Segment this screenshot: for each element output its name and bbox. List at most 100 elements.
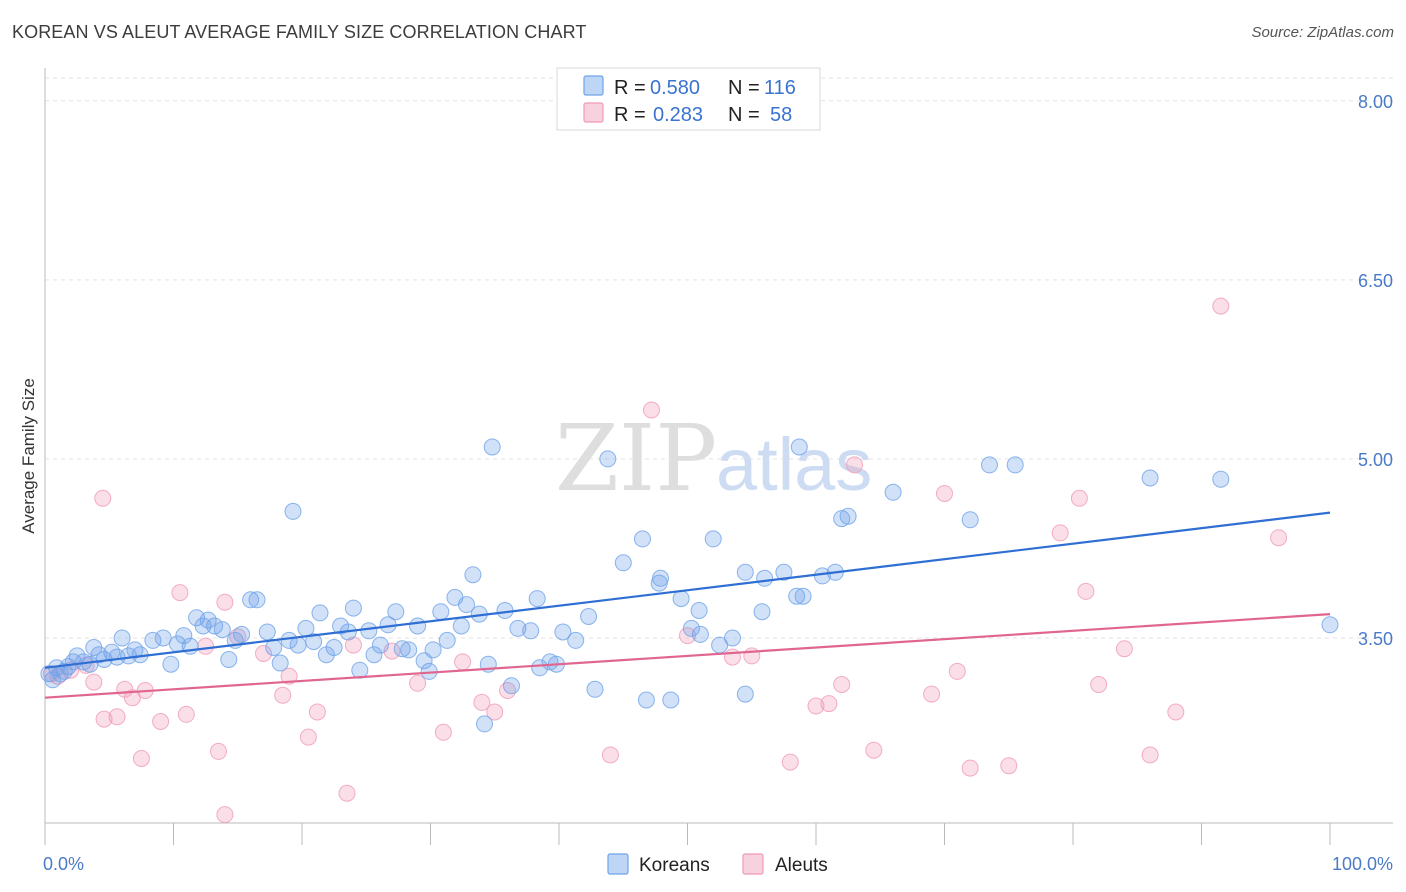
- legend-r-label-koreans: R =: [614, 77, 646, 99]
- korean-point: [662, 691, 680, 709]
- korean-point: [113, 629, 131, 647]
- chart-source: Source: ZipAtlas.com: [1251, 24, 1394, 41]
- korean-point: [344, 599, 362, 617]
- aleut-point: [473, 693, 491, 711]
- korean-point: [753, 603, 771, 621]
- aleut-point: [85, 673, 103, 691]
- korean-point: [258, 623, 276, 641]
- watermark-zip: ZIP: [555, 405, 717, 512]
- koreans-trend-line: [44, 511, 1331, 669]
- aleut-point: [486, 703, 504, 721]
- aleut-point: [1090, 676, 1108, 693]
- aleut-point: [434, 723, 452, 741]
- legend-n-label-aleuts: N =: [728, 104, 760, 126]
- korean-point: [154, 629, 172, 647]
- korean-point: [1212, 470, 1230, 488]
- korean-point: [400, 641, 418, 659]
- aleut-point: [210, 742, 227, 760]
- korean-point: [360, 622, 378, 640]
- korean-point: [424, 641, 442, 659]
- aleuts-trend-line: [44, 613, 1331, 699]
- x-tick-label-end: 100.0%: [1332, 854, 1393, 874]
- aleut-point: [108, 708, 126, 726]
- aleut-point: [344, 636, 362, 654]
- aleut-point: [643, 401, 660, 419]
- korean-point: [690, 602, 708, 619]
- korean-point: [682, 619, 700, 637]
- korean-point: [736, 563, 754, 581]
- korean-point: [242, 591, 260, 609]
- aleut-point: [197, 637, 215, 655]
- y-tick-label: 3.50: [1358, 629, 1393, 649]
- x-tick-labels: 0.0% 100.0%: [43, 854, 1393, 874]
- korean-point: [393, 640, 411, 658]
- legend-n-label-koreans: N =: [728, 77, 760, 99]
- korean-point: [884, 483, 902, 501]
- korean-point: [833, 510, 851, 528]
- korean-point: [325, 639, 343, 656]
- aleut-point: [216, 806, 234, 824]
- korean-point: [634, 530, 651, 548]
- korean-point: [528, 590, 546, 608]
- korean-point: [175, 627, 193, 645]
- korean-point: [981, 456, 998, 474]
- y-axis-label: Average Family Size: [19, 378, 38, 534]
- aleut-point: [280, 667, 298, 685]
- y-tick-label: 6.50: [1358, 271, 1393, 291]
- korean-point: [586, 680, 604, 698]
- y-tick-label: 5.00: [1358, 450, 1393, 470]
- korean-point: [672, 590, 690, 608]
- gridlines: [45, 77, 1393, 639]
- aleuts-points: [42, 297, 1288, 824]
- korean-point: [311, 604, 329, 622]
- legend-box: [556, 67, 821, 131]
- aleut-point: [833, 676, 851, 693]
- korean-point: [220, 651, 238, 668]
- aleut-point: [338, 784, 356, 802]
- legend-r-label-aleuts: R =: [614, 104, 646, 126]
- korean-point: [233, 625, 251, 643]
- aleut-point: [409, 674, 427, 692]
- aleut-point: [820, 695, 838, 713]
- korean-point: [756, 569, 774, 587]
- korean-point: [1321, 616, 1339, 634]
- korean-point: [554, 623, 572, 641]
- aleut-point: [216, 593, 234, 611]
- aleut-point: [1051, 524, 1069, 542]
- korean-point: [289, 636, 307, 654]
- aleut-point: [299, 728, 317, 746]
- aleut-point: [177, 705, 195, 723]
- korean-point: [464, 566, 482, 584]
- aleut-point: [865, 741, 883, 759]
- korean-point: [458, 596, 475, 614]
- aleut-point: [1115, 640, 1133, 658]
- korean-point: [305, 633, 323, 651]
- aleut-point: [1270, 529, 1288, 547]
- korean-point: [409, 617, 427, 635]
- korean-point: [271, 654, 289, 672]
- korean-point: [1006, 456, 1024, 474]
- aleut-point: [274, 686, 292, 704]
- korean-point: [614, 554, 632, 572]
- korean-point: [452, 617, 470, 635]
- legend-r-value-koreans: 0.580: [650, 77, 700, 99]
- korean-point: [775, 563, 793, 581]
- aleut-point: [1167, 703, 1185, 721]
- korean-point: [704, 530, 722, 548]
- aleut-point: [601, 746, 619, 764]
- legend-swatch-koreans: [583, 75, 604, 96]
- korean-point: [637, 691, 655, 709]
- korean-point: [567, 631, 585, 649]
- legend: R = 0.580 N = 116 R = 0.283 N = 58: [556, 67, 821, 131]
- aleut-point: [936, 485, 953, 502]
- aleut-point: [171, 584, 189, 602]
- korean-point: [522, 622, 540, 640]
- chart-title: KOREAN VS ALEUT AVERAGE FAMILY SIZE CORR…: [12, 22, 587, 42]
- korean-point: [599, 450, 617, 468]
- aleut-point: [1212, 297, 1230, 315]
- aleut-point: [308, 703, 326, 721]
- korean-point: [284, 502, 302, 520]
- y-tick-label: 8.00: [1358, 92, 1393, 112]
- bottom-legend-label-aleuts: Aleuts: [775, 855, 828, 876]
- bottom-legend-label-koreans: Koreans: [639, 855, 710, 876]
